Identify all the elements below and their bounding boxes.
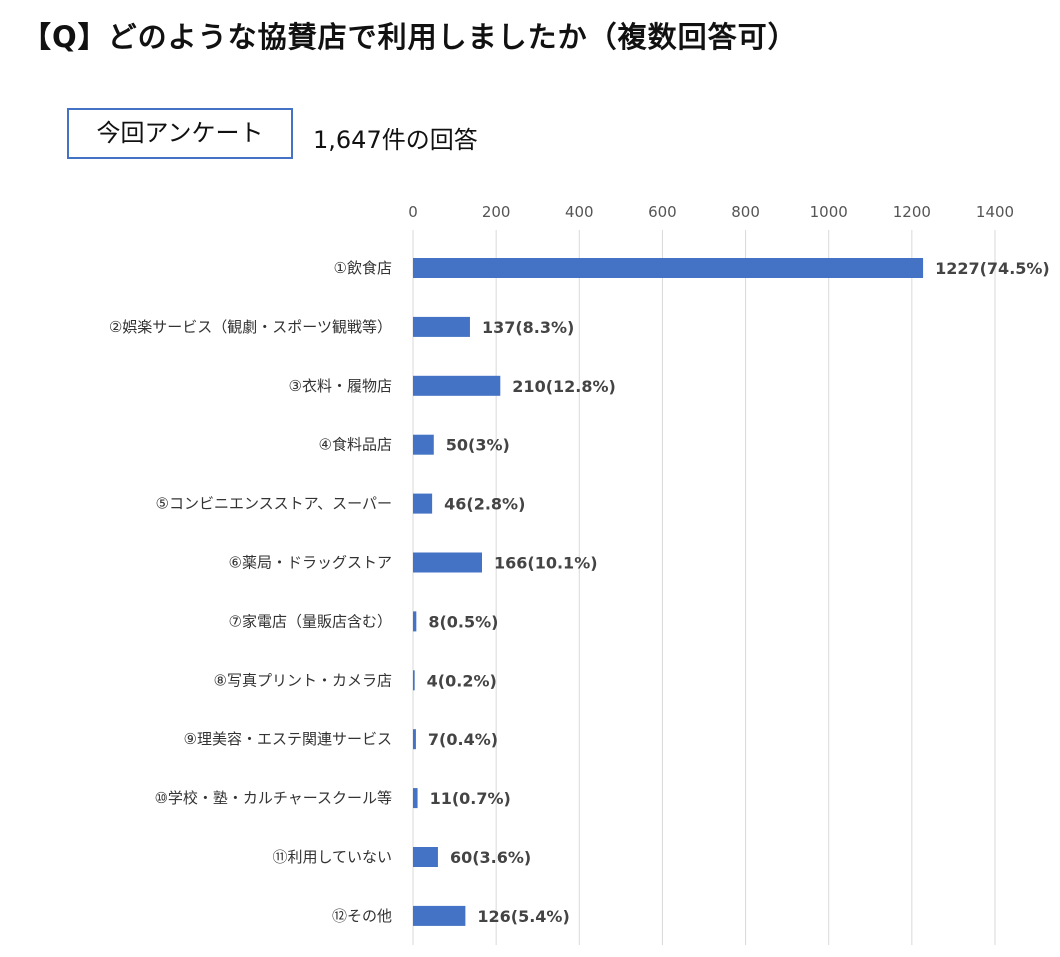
bar [413, 258, 924, 278]
x-tick-label: 1200 [893, 203, 931, 221]
bar [413, 375, 501, 396]
x-tick-label: 200 [482, 203, 511, 221]
category-label: ⑦家電店（量販店含む） [229, 612, 392, 630]
data-label: 11(0.7%) [430, 789, 511, 808]
x-tick-label: 800 [731, 203, 760, 221]
bar [413, 847, 438, 867]
category-label: ⑧写真プリント・カメラ店 [214, 671, 392, 689]
category-label: ③衣料・履物店 [289, 377, 392, 395]
survey-label-box: 今回アンケート [67, 108, 293, 159]
category-label: ②娯楽サービス（観劇・スポーツ観戦等） [109, 318, 392, 336]
category-label: ④食料品店 [319, 436, 392, 454]
category-label: ⑤コンビニエンスストア、スーパー [156, 495, 393, 513]
bar [413, 493, 433, 514]
data-label: 166(10.1%) [494, 554, 598, 573]
category-label: ⑩学校・塾・カルチャースクール等 [154, 789, 392, 807]
data-label: 7(0.4%) [428, 730, 498, 749]
bar [413, 552, 483, 573]
data-label: 4(0.2%) [427, 671, 497, 690]
data-label: 137(8.3%) [482, 318, 574, 337]
bar [413, 611, 417, 632]
bar [413, 729, 416, 750]
category-label: ⑥薬局・ドラッグストア [229, 554, 392, 572]
data-label: 60(3.6%) [450, 848, 531, 867]
data-label: 8(0.5%) [428, 612, 498, 631]
bar [413, 905, 466, 926]
category-label: ⑨理美容・エステ関連サービス [184, 730, 392, 748]
page-title: 【Q】どのような協賛店で利用しましたか（複数回答可） [22, 20, 798, 54]
data-label: 1227(74.5%) [935, 259, 1050, 278]
bar [413, 316, 470, 337]
x-tick-label: 1000 [810, 203, 848, 221]
category-label: ①飲食店 [334, 259, 392, 277]
x-tick-label: 400 [565, 203, 594, 221]
data-label: 126(5.4%) [477, 907, 569, 926]
bar [413, 434, 434, 455]
x-tick-label: 600 [648, 203, 677, 221]
data-label: 210(12.8%) [512, 377, 616, 396]
bar [413, 788, 418, 809]
response-count: 1,647件の回答 [313, 126, 478, 154]
category-label: ⑫その他 [332, 907, 392, 925]
x-tick-label: 0 [408, 203, 418, 221]
category-label: ⑪利用していない [272, 848, 392, 866]
bar [413, 670, 415, 691]
data-label: 50(3%) [446, 436, 510, 455]
data-label: 46(2.8%) [444, 495, 525, 514]
x-tick-label: 1400 [976, 203, 1014, 221]
